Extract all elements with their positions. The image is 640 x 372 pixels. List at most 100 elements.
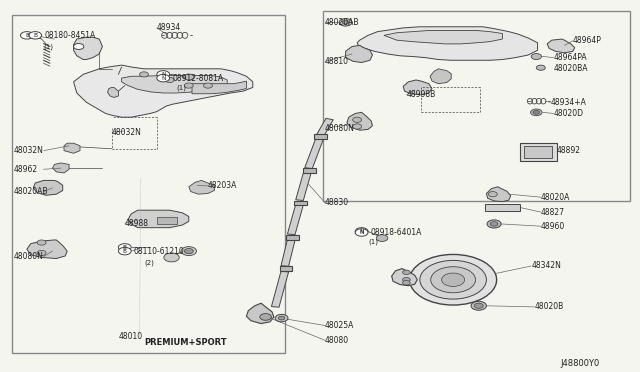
Text: 48020AB: 48020AB xyxy=(14,187,49,196)
Polygon shape xyxy=(246,303,274,324)
Circle shape xyxy=(20,32,33,39)
Polygon shape xyxy=(108,87,118,97)
Text: J48800Y0: J48800Y0 xyxy=(560,359,599,368)
Circle shape xyxy=(278,316,285,320)
Circle shape xyxy=(118,247,131,255)
Text: (1): (1) xyxy=(368,238,378,245)
Text: 08180-8451A: 08180-8451A xyxy=(44,31,95,40)
Circle shape xyxy=(488,192,497,197)
Circle shape xyxy=(204,83,212,88)
Circle shape xyxy=(76,45,82,48)
Polygon shape xyxy=(74,65,253,117)
Circle shape xyxy=(420,260,486,299)
Circle shape xyxy=(442,273,465,286)
Circle shape xyxy=(353,117,362,122)
Bar xyxy=(157,217,177,224)
Text: (1): (1) xyxy=(176,84,186,91)
Circle shape xyxy=(355,229,368,236)
Text: 48810: 48810 xyxy=(325,57,349,66)
Text: N: N xyxy=(161,76,166,81)
Circle shape xyxy=(74,44,84,49)
Polygon shape xyxy=(357,27,538,60)
Polygon shape xyxy=(305,137,324,169)
Polygon shape xyxy=(403,80,432,95)
Polygon shape xyxy=(392,269,417,286)
Text: 48964P: 48964P xyxy=(573,36,602,45)
Polygon shape xyxy=(33,180,63,195)
Circle shape xyxy=(471,301,486,310)
Polygon shape xyxy=(27,240,67,259)
Circle shape xyxy=(403,270,410,275)
Polygon shape xyxy=(314,134,327,139)
Text: PREMIUM+SPORT: PREMIUM+SPORT xyxy=(144,338,227,347)
Polygon shape xyxy=(52,163,69,173)
Circle shape xyxy=(353,124,362,129)
Polygon shape xyxy=(281,240,295,266)
Polygon shape xyxy=(347,112,372,130)
Circle shape xyxy=(140,72,148,77)
Text: 48342N: 48342N xyxy=(531,262,561,270)
Circle shape xyxy=(165,77,174,83)
Circle shape xyxy=(403,278,410,282)
Polygon shape xyxy=(296,173,311,201)
Circle shape xyxy=(342,20,349,24)
Polygon shape xyxy=(64,143,80,153)
Circle shape xyxy=(487,220,501,228)
Text: N: N xyxy=(359,230,364,235)
Circle shape xyxy=(260,314,271,320)
Polygon shape xyxy=(286,235,299,240)
Text: 48020AB: 48020AB xyxy=(325,18,360,27)
Text: 48934+A: 48934+A xyxy=(550,98,586,107)
Polygon shape xyxy=(74,37,102,60)
Text: 48998B: 48998B xyxy=(406,90,436,99)
Text: 48962: 48962 xyxy=(14,165,38,174)
Circle shape xyxy=(184,74,194,80)
Text: 08918-6401A: 08918-6401A xyxy=(371,228,422,237)
Bar xyxy=(12,15,285,353)
Circle shape xyxy=(431,267,476,293)
Bar xyxy=(323,11,630,201)
Text: 48080N: 48080N xyxy=(325,124,355,133)
Text: 08110-61210: 08110-61210 xyxy=(134,247,184,256)
Circle shape xyxy=(181,247,196,256)
Circle shape xyxy=(37,250,46,256)
Text: 48934: 48934 xyxy=(157,23,181,32)
Text: 48988: 48988 xyxy=(125,219,149,228)
Text: 48025A: 48025A xyxy=(325,321,355,330)
Polygon shape xyxy=(547,39,575,53)
Polygon shape xyxy=(128,210,189,228)
Circle shape xyxy=(164,253,179,262)
Circle shape xyxy=(118,244,131,251)
Text: 48892: 48892 xyxy=(557,146,581,155)
Polygon shape xyxy=(271,271,289,307)
Circle shape xyxy=(355,228,368,235)
Circle shape xyxy=(157,74,170,82)
Circle shape xyxy=(490,222,498,226)
Text: 48960: 48960 xyxy=(541,222,565,231)
Circle shape xyxy=(376,235,388,241)
Circle shape xyxy=(403,280,410,285)
Text: 48020D: 48020D xyxy=(554,109,584,118)
Circle shape xyxy=(184,83,193,88)
Text: N: N xyxy=(359,229,364,234)
Text: B: B xyxy=(123,248,127,254)
Text: 48203A: 48203A xyxy=(208,182,237,190)
Text: 48830: 48830 xyxy=(325,198,349,207)
Bar xyxy=(524,146,552,158)
Text: B: B xyxy=(123,245,127,250)
Text: 48827: 48827 xyxy=(541,208,564,217)
Text: 48020B: 48020B xyxy=(534,302,564,311)
Polygon shape xyxy=(280,266,292,271)
Circle shape xyxy=(184,248,193,254)
Circle shape xyxy=(536,65,545,70)
Circle shape xyxy=(339,19,352,26)
Polygon shape xyxy=(486,187,511,202)
Text: 48020A: 48020A xyxy=(541,193,570,202)
Text: 48010: 48010 xyxy=(118,332,143,341)
Polygon shape xyxy=(122,76,227,93)
Text: (1): (1) xyxy=(44,43,54,50)
Polygon shape xyxy=(430,69,451,84)
Text: B: B xyxy=(33,33,37,38)
Bar xyxy=(485,204,520,211)
Circle shape xyxy=(531,109,542,116)
